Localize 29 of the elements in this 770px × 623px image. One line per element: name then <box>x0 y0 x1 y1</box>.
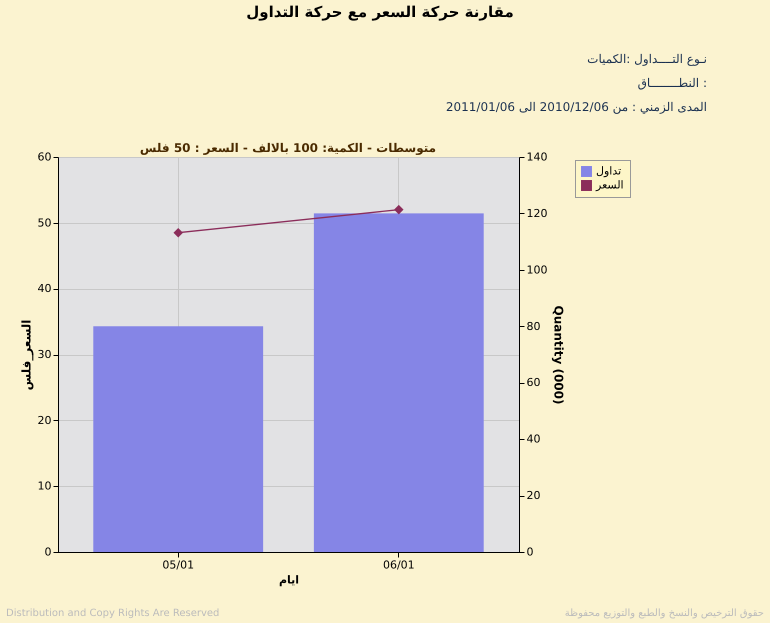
y2-tick-label: 0 <box>526 546 534 558</box>
y2-tick-label: 140 <box>526 150 548 164</box>
y-tick-label: 40 <box>38 282 52 296</box>
y2-tick-label: 20 <box>526 489 540 502</box>
text: Distribution and Copy Rights Are Reserved <box>6 608 220 619</box>
y2-tick-label: 100 <box>526 263 548 276</box>
legend-label: تداول <box>596 164 622 178</box>
y2-tick-label: 120 <box>526 206 548 220</box>
text: حقوق الترخيص والنسخ والطبع والتوزيع محفوظة <box>564 608 764 619</box>
y-axis-title: السعر_فلس <box>20 320 34 390</box>
y2-axis-title: Quantity (000) <box>551 306 566 404</box>
y-tick-label: 50 <box>38 216 52 230</box>
text: متوسطات - الكمية: 100 بالالف - السعر : 50 فلس <box>140 141 436 155</box>
legend-label: السعر <box>595 178 624 192</box>
text: النطــــــــاق : <box>638 76 707 90</box>
y2-tick-label: 80 <box>526 320 540 333</box>
y-tick-label: 10 <box>38 480 52 493</box>
text: نـوع التــــداول :الكميات <box>587 52 707 66</box>
y2-tick-label: 40 <box>526 432 540 446</box>
y-tick-label: 60 <box>38 150 52 164</box>
text: المدى الزمني : من 2010/12/06 الى 2011/01/06 <box>446 100 707 114</box>
x-axis-title: ايام <box>278 574 300 586</box>
y-tick-label: 0 <box>44 546 52 558</box>
y-tick-label: 20 <box>38 414 52 427</box>
y-tick-label: 30 <box>38 348 52 361</box>
chart-title: مقارنة حركة السعر مع حركة التداول <box>246 3 514 21</box>
x-tick-label: 06/01 <box>382 558 415 572</box>
y2-tick-label: 60 <box>526 376 540 390</box>
x-tick-label: 05/01 <box>162 558 194 572</box>
